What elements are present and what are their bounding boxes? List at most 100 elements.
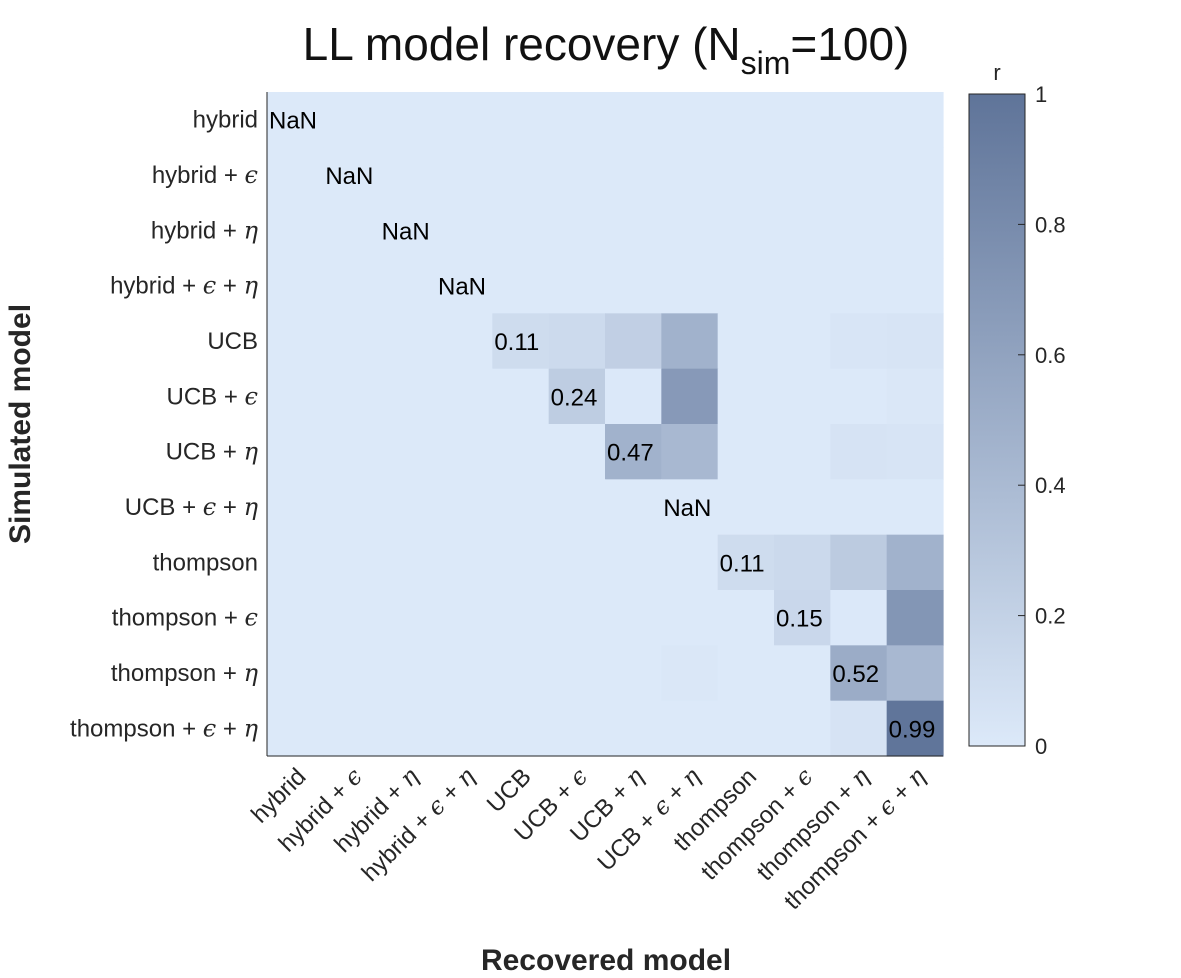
cell-label-diag-4: 0.11 <box>494 329 539 356</box>
heatmap-cell-r6-c3 <box>436 424 493 480</box>
heatmap-cell-r2-c4 <box>492 202 550 259</box>
colorbar-label: r <box>993 60 1000 85</box>
heatmap-cell-r4-c5 <box>548 313 606 370</box>
heatmap-cell-r11-c1 <box>323 700 381 757</box>
heatmap-cell-r9-c4 <box>492 590 550 646</box>
heatmap-cell-r2-c6 <box>605 202 662 259</box>
y-tick-labels: hybrid hybrid + ϵ hybrid + η hybrid + ϵ + η… <box>70 107 259 743</box>
heatmap-cell-r9-c7 <box>661 590 719 646</box>
heatmap-cell-r3-c3 <box>436 258 493 314</box>
heatmap-cell-r10-c5 <box>548 645 606 702</box>
heatmap-cell-r9-c9 <box>774 590 831 646</box>
heatmap-cell-r4-c7 <box>661 313 719 370</box>
heatmap-cell-r1-c7 <box>661 147 719 204</box>
heatmap-cell-r11-c3 <box>436 700 493 757</box>
heatmap-cell-r10-c6 <box>605 645 662 702</box>
y-tick-8: thompson <box>153 549 258 576</box>
y-tick-5: UCB + ϵ <box>167 382 258 410</box>
cell-label-diag-5: 0.24 <box>551 384 598 411</box>
heatmap-cell-r2-c8 <box>717 202 775 259</box>
heatmap-cell-r8-c7 <box>661 534 719 591</box>
heatmap-cell-r6-c1 <box>323 424 381 480</box>
heatmap-cell-r2-c9 <box>774 202 831 259</box>
y-tick-10: thompson + η <box>111 659 259 687</box>
heatmap-cell-r0-c8 <box>717 92 775 148</box>
heatmap-cell-r2-c0 <box>267 202 324 259</box>
heatmap-cell-r1-c5 <box>548 147 606 204</box>
cell-label-diag-7: NaN <box>663 495 711 522</box>
heatmap-cell-r3-c5 <box>548 258 606 314</box>
heatmap-cell-r3-c11 <box>886 258 944 314</box>
cell-label-diag-1: NaN <box>325 163 373 190</box>
heatmap-cell-r1-c9 <box>774 147 831 204</box>
heatmap-cell-r3-c9 <box>774 258 831 314</box>
heatmap-cell-r3-c0 <box>267 258 324 314</box>
y-tick-6: UCB + η <box>166 438 259 466</box>
cell-label-diag-3: NaN <box>438 274 486 301</box>
heatmap-cell-r1-c11 <box>886 147 944 204</box>
heatmap-cell-r7-c2 <box>379 479 437 536</box>
heatmap-cell-r6-c8 <box>717 424 775 480</box>
heatmap-cell-r8-c3 <box>436 534 493 591</box>
heatmap-cell-r11-c4 <box>492 700 550 757</box>
heatmap-cell-r5-c0 <box>267 368 324 425</box>
heatmap-cell-r6-c4 <box>492 424 550 480</box>
heatmap-cell-r1-c1 <box>323 147 381 204</box>
heatmap-cell-r8-c4 <box>492 534 550 591</box>
chart-title: LL model recovery (Nsim=100) <box>303 18 910 81</box>
heatmap-cell-r0-c3 <box>436 92 493 148</box>
heatmap-cell-r6-c0 <box>267 424 324 480</box>
cell-label-diag-2: NaN <box>382 218 430 245</box>
colorbar-tick-label-4: 0.8 <box>1035 212 1066 237</box>
heatmap-cell-r11-c10 <box>830 700 888 757</box>
heatmap-cell-r11-c5 <box>548 700 606 757</box>
heatmap-cell-r3-c7 <box>661 258 719 314</box>
heatmap-cell-r5-c8 <box>717 368 775 425</box>
heatmap-cell-r9-c3 <box>436 590 493 646</box>
heatmap-cell-r11-c8 <box>717 700 775 757</box>
heatmap-cell-r8-c1 <box>323 534 381 591</box>
x-axis-label: Recovered model <box>481 944 731 977</box>
heatmap-cell-r4-c6 <box>605 313 662 370</box>
heatmap-cell-r1-c3 <box>436 147 493 204</box>
heatmap-cell-r3-c8 <box>717 258 775 314</box>
heatmap-cell-r10-c9 <box>774 645 831 702</box>
heatmap-cell-r4-c0 <box>267 313 324 370</box>
colorbar-ticks: 0 0.2 0.4 0.6 0.8 1 <box>1018 82 1066 759</box>
heatmap-cell-r7-c10 <box>830 479 888 536</box>
heatmap-cell-r4-c11 <box>886 313 944 370</box>
heatmap-cell-r9-c0 <box>267 590 324 646</box>
heatmap-cell-r6-c2 <box>379 424 437 480</box>
heatmap-cell-r0-c1 <box>323 92 381 148</box>
heatmap-cell-r4-c9 <box>774 313 831 370</box>
heatmap-cell-r5-c11 <box>886 368 944 425</box>
heatmap-cell-r0-c11 <box>886 92 944 148</box>
heatmap-cell-r8-c6 <box>605 534 662 591</box>
y-tick-4: UCB <box>207 328 258 355</box>
heatmap-cell-r0-c2 <box>379 92 437 148</box>
heatmap-cell-r10-c0 <box>267 645 324 702</box>
colorbar-gradient <box>968 93 1026 747</box>
colorbar-tick-label-0: 0 <box>1035 734 1047 759</box>
chart-title-suffix: =100) <box>790 18 909 70</box>
heatmap-cell-r11-c0 <box>267 700 324 757</box>
heatmap-cell-r5-c6 <box>605 368 662 425</box>
heatmap-cell-r2-c3 <box>436 202 493 259</box>
heatmap-cell-r7-c0 <box>267 479 324 536</box>
heatmap-cell-r0-c4 <box>492 92 550 148</box>
heatmap-cell-r2-c7 <box>661 202 719 259</box>
heatmap-cell-r11-c9 <box>774 700 831 757</box>
heatmap-cell-r1-c8 <box>717 147 775 204</box>
heatmap-cell-r1-c6 <box>605 147 662 204</box>
heatmap-cell-r8-c11 <box>886 534 944 591</box>
heatmap-cell-r0-c0 <box>267 92 324 148</box>
heatmap-cell-r3-c10 <box>830 258 888 314</box>
heatmap-cell-r9-c1 <box>323 590 381 646</box>
colorbar-tick-label-3: 0.6 <box>1035 343 1066 368</box>
heatmap-cell-r10-c4 <box>492 645 550 702</box>
heatmap-cell-r10-c1 <box>323 645 381 702</box>
heatmap-cell-r5-c10 <box>830 368 888 425</box>
heatmap-cell-r10-c2 <box>379 645 437 702</box>
heatmap-cell-r9-c10 <box>830 590 888 646</box>
